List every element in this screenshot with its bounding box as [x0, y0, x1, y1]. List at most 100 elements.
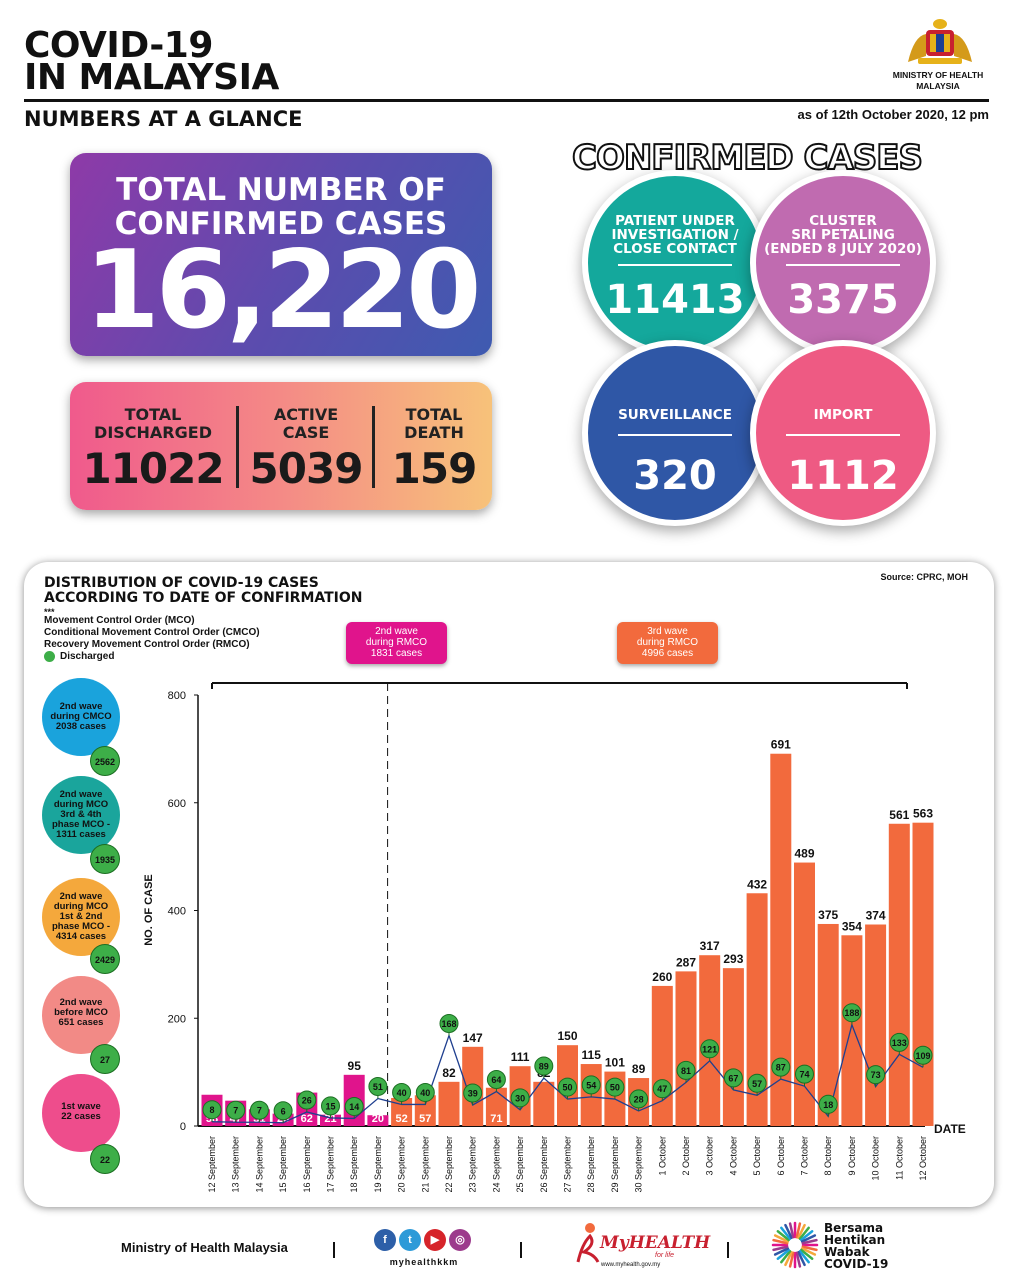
bar-value-label: 354 — [842, 919, 862, 933]
x-tick-label: 27 September — [563, 1136, 573, 1193]
discharged-value-label: 109 — [915, 1051, 930, 1061]
bar-1-october — [651, 985, 673, 1126]
discharged-value-label: 50 — [562, 1083, 572, 1093]
discharged-marker — [202, 1100, 222, 1120]
facebook-icon[interactable]: f — [374, 1229, 396, 1251]
title-line-2: IN MALAYSIA — [24, 57, 279, 98]
discharged-value-label: 8 — [209, 1105, 214, 1115]
header-divider — [24, 99, 989, 102]
y-tick-label: 800 — [168, 690, 186, 702]
bar-value-label: 691 — [771, 738, 791, 752]
wave-box-2nd-rmco: 2nd wave during RMCO 1831 cases — [346, 622, 447, 664]
bar-8-october — [817, 923, 839, 1126]
bar-2-october — [675, 971, 697, 1126]
bubble-value: 320 — [633, 453, 717, 499]
discharged-marker — [818, 1094, 838, 1114]
legend-stars: *** — [44, 607, 55, 617]
discharged-value-label: 15 — [325, 1101, 335, 1111]
discharged-value-label: 54 — [586, 1080, 596, 1090]
discharged-marker — [913, 1045, 933, 1065]
bubble-divider — [786, 264, 900, 266]
x-tick-label: 2 October — [681, 1136, 691, 1176]
myhealth-logo: MyHEALTH — [600, 1233, 711, 1253]
x-tick-label: 10 October — [871, 1136, 881, 1181]
bar-value-label: 52 — [395, 1113, 407, 1125]
discharged-marker — [581, 1075, 601, 1095]
discharged-value-label: 7 — [257, 1106, 262, 1116]
bubble-value: 11413 — [605, 277, 745, 323]
subtitle: NUMBERS AT A GLANCE — [24, 107, 303, 131]
stat-discharged: TOTAL DISCHARGED 11022 — [70, 382, 236, 510]
discharged-marker — [889, 1032, 909, 1052]
sunburst-ray — [784, 1250, 793, 1267]
bar-11-october — [888, 823, 910, 1126]
bubble-divider — [618, 434, 732, 436]
x-tick-label: 16 September — [302, 1136, 312, 1193]
bubble-label: SURVEILLANCE — [618, 407, 732, 423]
side-wave-mco-1-2: 2nd wave during MCO 1st & 2nd phase MCO -43… — [42, 878, 120, 956]
sunburst-ray — [795, 1251, 802, 1268]
stats-card: TOTAL DISCHARGED 11022 ACTIVE CASE 5039 TO… — [70, 382, 492, 510]
x-tick-label: 8 October — [823, 1136, 833, 1176]
bubble-import: IMPORT 1112 — [750, 340, 936, 526]
y-tick-label: 0 — [180, 1121, 186, 1133]
bar-value-label: 293 — [723, 952, 743, 966]
stat-divider — [236, 406, 239, 488]
sunburst-ray — [800, 1248, 814, 1260]
bar-21-september — [414, 1095, 436, 1126]
myhealth-url: www.myhealth.gov.my — [601, 1262, 661, 1268]
discharged-value-label: 89 — [539, 1062, 549, 1072]
sunburst-ray — [788, 1251, 795, 1268]
x-tick-label: 14 September — [254, 1136, 264, 1193]
x-tick-label: 5 October — [752, 1136, 762, 1176]
total-confirmed-value: 16,220 — [84, 228, 482, 353]
bar-6-october — [770, 753, 792, 1126]
youtube-icon[interactable]: ▶ — [424, 1229, 446, 1251]
stat-label: ACTIVE CASE — [273, 405, 339, 442]
discharged-value-label: 74 — [799, 1070, 809, 1080]
instagram-icon[interactable]: ◎ — [449, 1229, 471, 1251]
bubble-divider — [786, 434, 900, 436]
sunburst-ray — [798, 1226, 810, 1240]
legend-discharged: Discharged — [60, 651, 115, 662]
side-wave-badge: 2429 — [90, 944, 120, 974]
sunburst-ray — [797, 1223, 806, 1240]
ministry-line-1: MINISTRY OF HEALTH — [892, 70, 984, 80]
bar-17-september — [320, 1114, 341, 1126]
stat-divider — [372, 406, 375, 488]
discharged-value-label: 121 — [702, 1044, 717, 1054]
ministry-line-2: MALAYSIA — [916, 81, 960, 91]
bar-value-label: 317 — [700, 939, 720, 953]
chart-source: Source: CPRC, MOH — [880, 572, 968, 582]
sunburst-ray — [773, 1234, 790, 1243]
sunburst-ray — [772, 1238, 789, 1245]
total-confirmed-card: TOTAL NUMBER OF CONFIRMED CASES 16,220 — [70, 153, 492, 356]
bubble-investigation: PATIENT UNDER INVESTIGATION / CLOSE CONTAC… — [582, 170, 768, 356]
bar-9-october — [841, 935, 863, 1126]
bar-value-label: 20 — [372, 1113, 384, 1125]
sunburst-ray — [780, 1226, 792, 1240]
bar-value-label: 489 — [794, 847, 814, 861]
discharged-marker — [795, 1064, 814, 1084]
chart-title-line-1: DISTRIBUTION OF COVID-19 CASES — [44, 575, 319, 591]
x-tick-label: 23 September — [468, 1136, 478, 1193]
y-tick-label: 200 — [168, 1013, 186, 1025]
discharged-marker — [558, 1077, 577, 1097]
discharged-marker — [723, 1068, 743, 1088]
bubble-label: CLUSTER SRI PETALING (ENDED 8 JULY 2020) — [764, 213, 922, 257]
sunburst-ray — [788, 1222, 795, 1239]
discharged-marker — [297, 1090, 317, 1110]
side-wave-badge: 27 — [90, 1044, 120, 1074]
discharged-value-label: 81 — [681, 1066, 691, 1076]
twitter-icon[interactable]: t — [399, 1229, 421, 1251]
side-wave-badge: 22 — [90, 1144, 120, 1174]
sunburst-ray — [776, 1248, 790, 1260]
discharged-value-label: 51 — [373, 1082, 383, 1092]
sunburst-ray — [797, 1250, 806, 1267]
bubble-value: 1112 — [787, 453, 899, 499]
bar-5-october — [746, 893, 768, 1126]
discharged-value-label: 28 — [634, 1094, 644, 1104]
discharged-value-label: 30 — [515, 1093, 525, 1103]
malaysia-coat-of-arms-icon — [900, 18, 980, 66]
